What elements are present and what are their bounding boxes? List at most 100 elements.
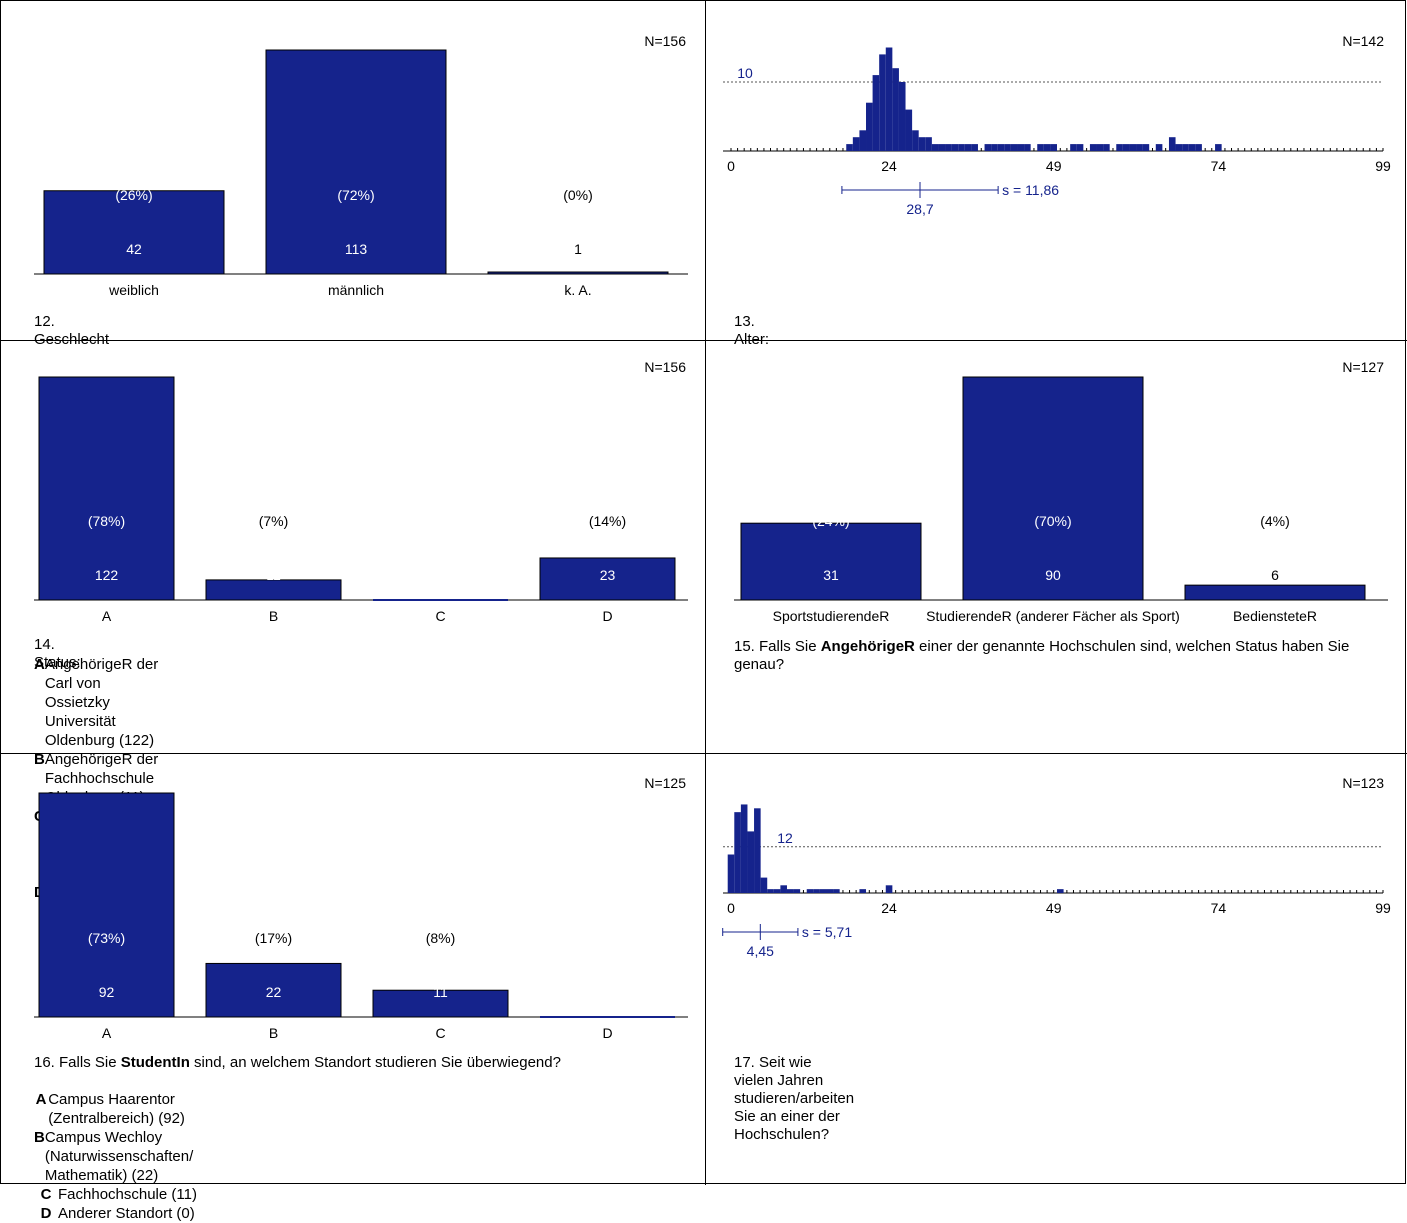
question-title: 15. Falls Sie AngehörigeR einer der gena… bbox=[734, 638, 1374, 674]
count-label: 92 bbox=[99, 984, 115, 1000]
category-label: C bbox=[435, 1025, 445, 1041]
histogram-bar bbox=[945, 144, 952, 151]
legend-text: Anderer Standort (0) bbox=[58, 1205, 195, 1222]
chart-q14: N=156 (78%) 122 A (7%) 11 B C (14%) 23 D bbox=[34, 359, 688, 624]
histogram-bar bbox=[727, 854, 735, 893]
count-label: 11 bbox=[433, 984, 448, 1000]
category-label: A bbox=[102, 1025, 112, 1041]
legend-key: B bbox=[34, 751, 45, 768]
histogram-bar bbox=[984, 144, 992, 151]
histogram-bar bbox=[958, 144, 965, 151]
chart-q12: N=156 (26%) 42 weiblich (72%) 113 männlich (0%)… bbox=[34, 33, 688, 298]
legend-item: C Fachhochschule (11) bbox=[34, 1185, 206, 1204]
histogram-bar bbox=[1076, 144, 1084, 151]
histogram-bar bbox=[1024, 144, 1031, 151]
histogram-bar bbox=[1168, 137, 1176, 151]
x-tick-label: 74 bbox=[1211, 158, 1227, 174]
title-text: sind, an welchem Standort studieren Sie … bbox=[189, 1054, 561, 1071]
histogram-bar bbox=[1182, 144, 1189, 151]
histogram-bar bbox=[905, 109, 913, 151]
question-title: 14. Status: bbox=[34, 636, 81, 671]
percent-label: (4%) bbox=[1260, 513, 1290, 529]
histogram-bar bbox=[1017, 144, 1025, 151]
histogram-bar bbox=[866, 102, 873, 151]
percent-label: (7%) bbox=[259, 513, 289, 529]
histogram-bar bbox=[747, 831, 755, 893]
row-divider-1 bbox=[0, 340, 1407, 341]
chart-q13: N=142 10 0 24 49 74 99 s = 11,86 28,7 bbox=[723, 33, 1391, 217]
histogram-bar bbox=[859, 130, 867, 151]
histogram-bar bbox=[964, 144, 972, 151]
histogram-bar bbox=[780, 885, 787, 893]
x-tick-label: 24 bbox=[881, 900, 897, 916]
histogram-bar bbox=[925, 137, 932, 151]
n-label: N=125 bbox=[644, 775, 686, 791]
legend-key: A bbox=[35, 1091, 47, 1108]
page-frame bbox=[0, 0, 1406, 1184]
histogram-bar bbox=[1070, 144, 1077, 151]
percent-label: (78%) bbox=[88, 513, 125, 529]
bar bbox=[740, 522, 922, 601]
category-label: D bbox=[602, 608, 612, 624]
chart-q16: N=125 (73%) 92 A (17%) 22 B (8%) 11 C D bbox=[34, 775, 688, 1041]
histogram-bar bbox=[793, 889, 801, 893]
n-label: N=156 bbox=[644, 359, 686, 375]
question-title: 12. Geschlecht bbox=[34, 313, 110, 348]
bar bbox=[487, 271, 669, 275]
legend-text: AngehörigeR der Carl von Ossietzky Unive… bbox=[44, 656, 159, 749]
histogram-bar bbox=[991, 144, 998, 151]
percent-label: (70%) bbox=[1034, 513, 1071, 529]
x-tick-label: 24 bbox=[881, 158, 897, 174]
histogram-bar bbox=[1129, 144, 1137, 151]
count-label: 113 bbox=[345, 241, 368, 257]
column-divider bbox=[705, 0, 706, 1185]
histogram-bar bbox=[740, 804, 748, 893]
x-tick-label: 49 bbox=[1046, 158, 1062, 174]
row-divider-2 bbox=[0, 753, 1407, 754]
percent-label: (72%) bbox=[337, 187, 374, 203]
bar bbox=[38, 376, 175, 601]
legend-item: B Campus Wechloy (Naturwissenschaften/ Ma… bbox=[34, 1128, 206, 1185]
histogram-bar bbox=[918, 137, 926, 151]
bar bbox=[962, 376, 1144, 601]
category-label: A bbox=[102, 608, 112, 624]
reference-label: 12 bbox=[777, 830, 793, 846]
count-label: 42 bbox=[126, 241, 142, 257]
percent-label: (73%) bbox=[88, 930, 125, 946]
legend-key: C bbox=[40, 1186, 52, 1203]
percent-label: (24%) bbox=[812, 513, 849, 529]
histogram-bar bbox=[734, 812, 741, 893]
percent-label: (0%) bbox=[563, 187, 593, 203]
title-bold: StudentIn bbox=[120, 1054, 190, 1071]
bar bbox=[38, 792, 175, 1018]
legend-text: Campus Haarentor (Zentralbereich) (92) bbox=[48, 1091, 185, 1127]
sd-label: s = 5,71 bbox=[802, 924, 852, 940]
legend-item: D Anderer Standort (0) bbox=[34, 1204, 206, 1223]
histogram-bar bbox=[1136, 144, 1143, 151]
histogram-bar bbox=[1096, 144, 1104, 151]
count-label: 23 bbox=[600, 567, 616, 583]
histogram-bar bbox=[912, 130, 919, 151]
x-tick-label: 99 bbox=[1375, 158, 1391, 174]
category-label: weiblich bbox=[108, 282, 159, 298]
count-label: 90 bbox=[1045, 567, 1061, 583]
title-text: 15. Falls Sie bbox=[734, 638, 821, 655]
n-label: N=123 bbox=[1342, 775, 1384, 791]
histogram-bar bbox=[1188, 144, 1196, 151]
legend-item: A AngehörigeR der Carl von Ossietzky Univ… bbox=[34, 655, 167, 750]
legend-key: A bbox=[34, 656, 45, 673]
histogram-bar bbox=[898, 82, 906, 151]
histogram-bar bbox=[931, 144, 939, 151]
bar bbox=[43, 190, 225, 275]
histogram-bar bbox=[1142, 144, 1150, 151]
percent-label: (26%) bbox=[115, 187, 152, 203]
chart-q15: N=127 (24%) 31 SportstudierendeR (70%) 90 Stud… bbox=[734, 359, 1388, 624]
histogram-bar bbox=[1050, 144, 1057, 151]
percent-label: (17%) bbox=[255, 930, 292, 946]
histogram-bar bbox=[1004, 144, 1011, 151]
category-label: k. A. bbox=[564, 282, 591, 298]
category-label: männlich bbox=[328, 282, 384, 298]
title-text: 16. Falls Sie bbox=[34, 1054, 121, 1071]
x-tick-label: 99 bbox=[1375, 900, 1391, 916]
category-label: C bbox=[435, 608, 445, 624]
